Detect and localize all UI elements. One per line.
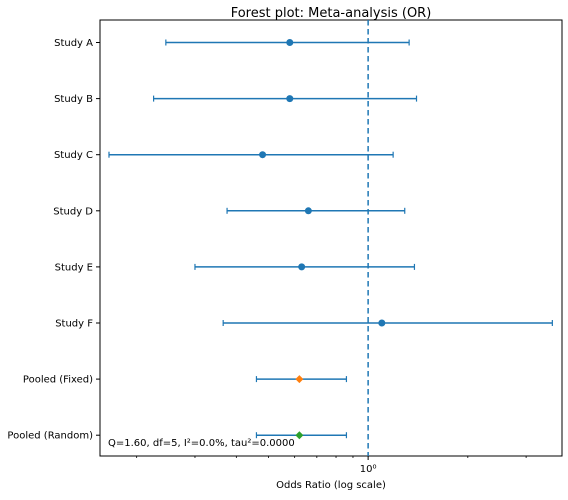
y-tick-label: Study F (55, 319, 93, 330)
y-tick-label: Study B (54, 94, 93, 105)
row-study-b: Study B (54, 94, 418, 105)
point-estimate (298, 263, 306, 271)
plot-area (99, 19, 563, 457)
row-study-d: Study D (53, 206, 406, 217)
point-estimate (286, 95, 294, 103)
row-study-e: Study E (55, 262, 416, 273)
row-study-c: Study C (54, 150, 394, 161)
row-pooled-random: Pooled (Random) (7, 431, 348, 442)
y-tick-label: Study C (54, 150, 93, 161)
point-estimate (378, 319, 386, 327)
point-estimate-diamond (295, 431, 304, 440)
x-axis-label: Odds Ratio (log scale) (276, 480, 386, 491)
row-pooled-fixed: Pooled (Fixed) (23, 375, 348, 386)
x-tick-label-0: 10⁰ (360, 464, 377, 475)
point-estimate (286, 39, 294, 46)
x-ticks-layer: 10⁰ (136, 456, 527, 475)
rows-layer: Study A Study B Study C Study D Study E Study… (7, 38, 553, 442)
y-tick-label: Study E (55, 262, 93, 273)
point-estimate (304, 207, 312, 215)
y-tick-label: Pooled (Random) (7, 431, 93, 442)
point-estimate-diamond (295, 375, 304, 384)
row-study-a: Study A (54, 38, 410, 49)
point-estimate (259, 151, 267, 159)
y-tick-label: Study D (53, 206, 93, 217)
y-tick-label: Pooled (Fixed) (23, 375, 93, 386)
chart-title: Forest plot: Meta-analysis (OR) (231, 6, 432, 21)
heterogeneity-annotation: Q=1.60, df=5, I²=0.0%, tau²=0.0000 (108, 438, 295, 449)
y-tick-label: Study A (54, 38, 93, 49)
row-study-f: Study F (55, 319, 553, 330)
